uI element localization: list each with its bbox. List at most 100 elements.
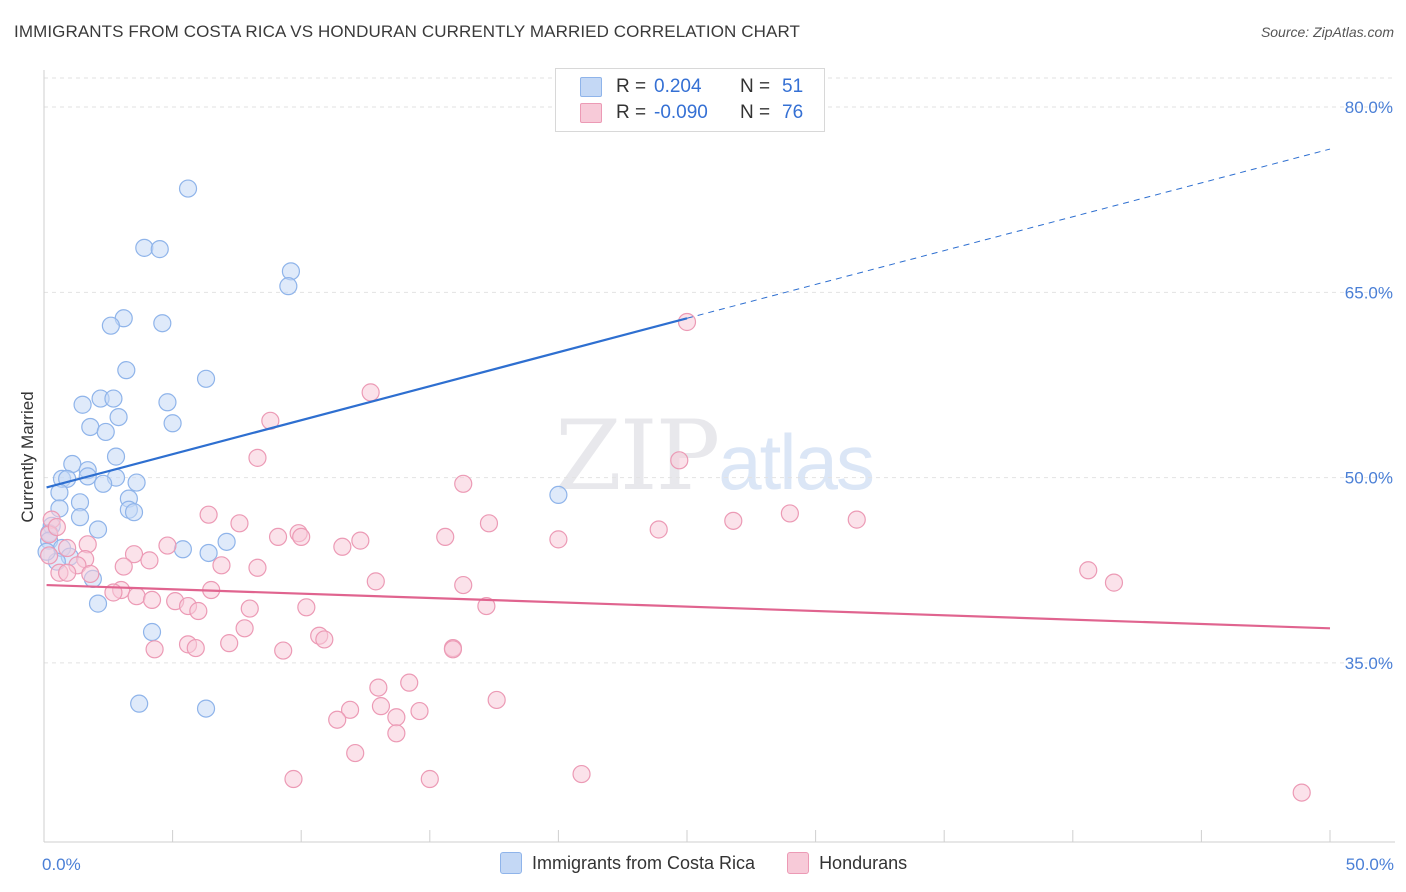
costa-rica-point [173, 540, 192, 559]
honduran-trend-line [46, 583, 1331, 630]
legend-item-costa-rica[interactable]: Immigrants from Costa Rica [500, 852, 755, 874]
honduran-point [436, 527, 455, 547]
y-tick-label: 35.0% [1345, 654, 1393, 673]
legend-r-label: R = [616, 76, 647, 97]
correlation-legend: R = 0.204 N = 51 R = -0.090 N = 76 [555, 68, 825, 132]
costa-rica-point [135, 238, 154, 257]
legend-row-hondurans: R = -0.090 N = 76 [580, 101, 803, 125]
honduran-point [420, 769, 439, 789]
honduran-point [724, 511, 743, 530]
honduran-point [387, 708, 406, 727]
watermark-atlas: atlas [718, 418, 875, 506]
honduran-point [140, 551, 159, 570]
costa-rica-point [73, 395, 92, 414]
honduran-point [40, 546, 59, 565]
honduran-point [479, 514, 499, 533]
legend-label-costa-rica: Immigrants from Costa Rica [532, 852, 756, 873]
y-tick-label: 50.0% [1345, 469, 1393, 488]
honduran-point [81, 564, 100, 584]
honduran-point [649, 520, 668, 539]
series-legend: Immigrants from Costa Rica Hondurans [500, 852, 939, 874]
costa-rica-point [142, 622, 162, 642]
honduran-point [199, 505, 218, 524]
y-tick-label: 65.0% [1345, 283, 1393, 302]
honduran-point [58, 538, 77, 558]
legend-item-hondurans[interactable]: Hondurans [787, 852, 907, 874]
costa-rica-point [163, 414, 182, 433]
honduran-point [235, 619, 254, 638]
honduran-point [142, 590, 162, 610]
watermark: ZIPatlas [555, 400, 875, 512]
costa-rica-point [109, 407, 128, 427]
honduran-point [1292, 783, 1311, 802]
costa-rica-point [281, 262, 301, 281]
honduran-point [248, 448, 267, 467]
honduran-point [240, 599, 259, 618]
costa-rica-point [94, 474, 113, 493]
honduran-point [369, 678, 388, 697]
costa-rica-point [104, 389, 123, 408]
honduran-point [292, 527, 311, 547]
honduran-point [443, 640, 463, 659]
honduran-point [297, 598, 316, 617]
honduran-point [186, 638, 205, 658]
honduran-point [477, 596, 496, 616]
honduran-point [361, 383, 380, 402]
costa-rica-point [96, 422, 115, 442]
honduran-point [315, 630, 334, 649]
honduran-point [124, 545, 144, 564]
x-tick-label: 50.0% [1346, 855, 1394, 874]
honduran-point [114, 557, 133, 576]
honduran-point [220, 634, 239, 653]
costa-rica-trend-line [46, 317, 688, 489]
honduran-point [58, 563, 77, 582]
costa-rica-point [101, 316, 120, 335]
honduran-point [1104, 573, 1124, 592]
honduran-point [780, 504, 799, 523]
honduran-point [189, 601, 208, 621]
honduran-point [346, 743, 365, 763]
honduran-point [230, 514, 249, 533]
honduran-point [127, 587, 146, 606]
legend-n-label: N = [740, 76, 771, 97]
legend-r-value: 0.204 [654, 76, 702, 97]
costa-rica-point [178, 179, 198, 198]
legend-swatch-blue [580, 77, 602, 97]
honduran-point [847, 510, 866, 529]
costa-rica-point [196, 369, 216, 388]
legend-n-label: N = [740, 102, 771, 123]
costa-rica-point [117, 361, 136, 380]
legend-n-value: 76 [782, 102, 804, 123]
y-tick-label: 80.0% [1345, 98, 1393, 117]
honduran-point [158, 536, 177, 555]
costa-rica-point [150, 240, 169, 259]
costa-rica-point [158, 393, 177, 412]
legend-swatch-blue [500, 852, 522, 874]
legend-r-value: -0.090 [654, 102, 708, 123]
honduran-point [284, 769, 303, 789]
honduran-point [549, 530, 568, 549]
watermark-zip: ZIP [555, 400, 720, 512]
honduran-point [1079, 561, 1098, 580]
legend-n-value: 51 [782, 76, 804, 97]
costa-rica-point [196, 699, 216, 718]
honduran-point [487, 690, 506, 710]
honduran-point [78, 535, 97, 554]
honduran-point [351, 531, 370, 550]
honduran-point [328, 710, 347, 729]
legend-row-costa-rica: R = 0.204 N = 51 [580, 75, 803, 99]
costa-rica-point [81, 417, 100, 437]
legend-swatch-pink [787, 852, 810, 874]
costa-rica-point [88, 594, 108, 613]
chart-source: Source: ZipAtlas.com [1260, 24, 1394, 40]
legend-r-label: R = [616, 102, 647, 123]
honduran-point [454, 575, 473, 595]
costa-rica-point [106, 447, 126, 466]
honduran-point [387, 724, 406, 743]
honduran-point [340, 700, 360, 719]
costa-rica-point [70, 508, 90, 527]
chart-title: IMMIGRANTS FROM COSTA RICA VS HONDURAN C… [14, 22, 801, 41]
honduran-point [248, 558, 267, 577]
costa-rica-point [279, 277, 298, 296]
